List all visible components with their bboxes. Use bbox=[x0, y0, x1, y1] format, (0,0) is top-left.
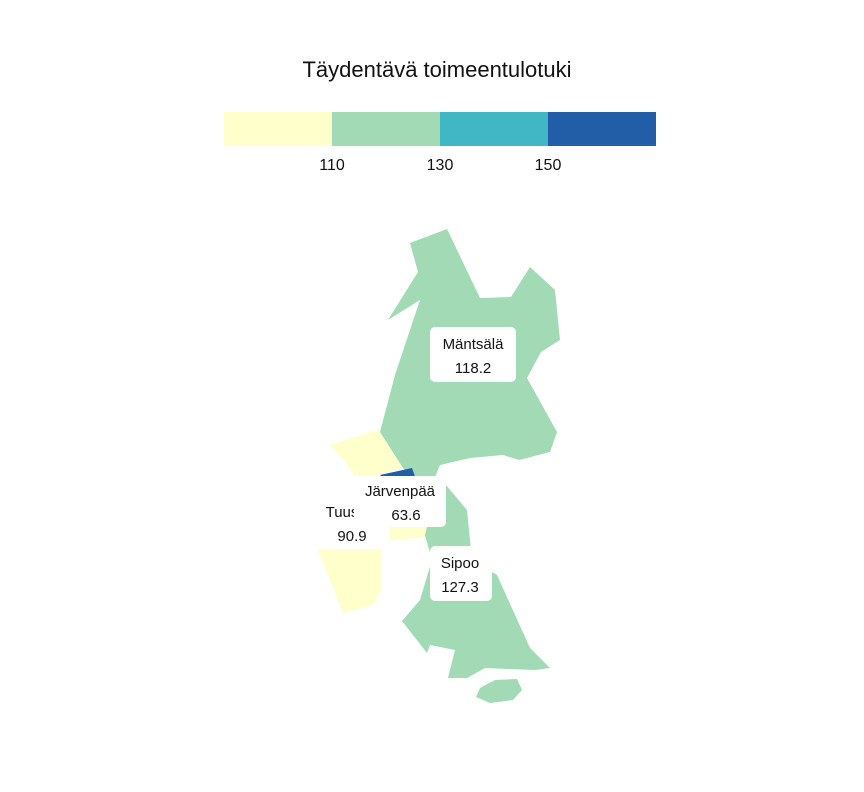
legend-bin-3 bbox=[440, 112, 548, 146]
label-mantsala: Mäntsälä 118.2 bbox=[430, 327, 516, 382]
label-sipoo-name: Sipoo bbox=[441, 555, 479, 572]
legend-bin-2 bbox=[332, 112, 440, 146]
legend-tick-110: 110 bbox=[319, 157, 345, 174]
region-tuusula-north[interactable] bbox=[330, 430, 403, 478]
label-jarvenpaa-name: Järvenpää bbox=[365, 483, 436, 500]
map-labels: Mäntsälä 118.2 Tuusula 90.9 Järvenpää 63… bbox=[314, 327, 516, 601]
label-jarvenpaa-value: 63.6 bbox=[391, 507, 420, 524]
label-mantsala-value: 118.2 bbox=[455, 360, 491, 377]
legend: 110 130 150 bbox=[224, 112, 656, 174]
legend-bin-4 bbox=[548, 112, 656, 146]
region-tuusula-south[interactable] bbox=[318, 545, 381, 613]
label-mantsala-name: Mäntsälä bbox=[443, 336, 505, 353]
legend-tick-130: 130 bbox=[427, 157, 454, 174]
regions bbox=[318, 229, 560, 703]
label-sipoo-value: 127.3 bbox=[441, 579, 479, 596]
label-tuusula-value: 90.9 bbox=[337, 528, 366, 545]
region-sipoo-island[interactable] bbox=[476, 679, 522, 703]
label-jarvenpaa: Järvenpää 63.6 bbox=[354, 476, 446, 527]
legend-bin-1 bbox=[224, 112, 332, 146]
legend-tick-150: 150 bbox=[535, 157, 562, 174]
label-sipoo: Sipoo 127.3 bbox=[430, 546, 492, 601]
map-title: Täydentävä toimeentulotuki bbox=[302, 57, 571, 82]
